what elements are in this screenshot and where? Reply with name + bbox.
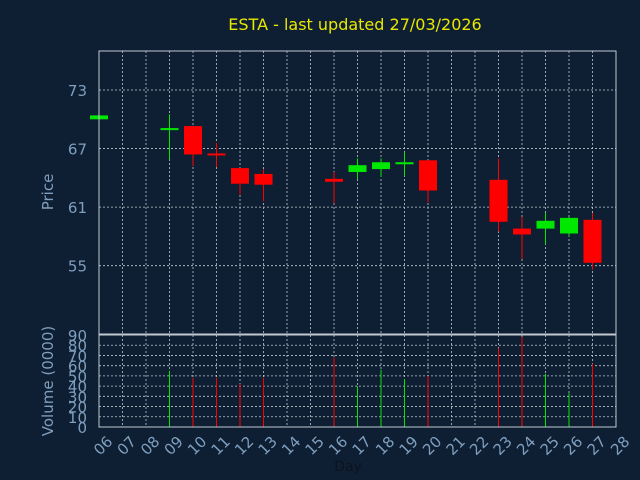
volume-tick-label: 30 (68, 388, 87, 406)
candle-body (395, 162, 414, 165)
volume-tick-label: 60 (68, 358, 87, 376)
candle-body (583, 219, 602, 263)
candle-body (560, 217, 578, 234)
candle-body (513, 228, 531, 235)
price-tick-label: 73 (68, 82, 87, 100)
volume-tick-label: 10 (68, 409, 87, 427)
candle-body (231, 168, 249, 184)
candle-body (489, 179, 508, 222)
volume-tick-label: 0 (77, 419, 87, 437)
volume-tick-label: 40 (68, 378, 87, 396)
x-tick-labels: 0607080910111213141516171819202122232425… (90, 433, 633, 459)
candle-body (160, 128, 179, 131)
candle-body (184, 126, 202, 155)
volume-tick-label: 90 (68, 327, 87, 345)
volume-bars (169, 337, 593, 427)
volume-tick-label: 80 (68, 337, 87, 355)
volume-tick-label: 50 (68, 368, 87, 386)
candle-body (536, 220, 555, 229)
price-axis-label: Price (39, 174, 57, 211)
candle-body (348, 165, 367, 173)
price-tick-label: 61 (68, 199, 87, 217)
candle-body (419, 160, 437, 191)
volume-tick-label: 20 (68, 399, 87, 417)
price-tick-label: 55 (68, 258, 87, 276)
price-tick-label: 67 (68, 141, 87, 159)
volume-tick-label: 70 (68, 347, 87, 365)
candle-body (254, 173, 273, 185)
candles (90, 114, 602, 270)
candle-body (372, 162, 390, 170)
volume-panel-frame (98, 334, 617, 428)
candle-body (325, 178, 343, 182)
candle-body (207, 153, 226, 156)
chart-title: ESTA - last updated 27/03/2026 (228, 15, 481, 34)
x-axis-label: Day (334, 459, 362, 475)
volume-axis-label: Volume (0000) (39, 326, 57, 436)
price-panel-frame (98, 50, 617, 335)
